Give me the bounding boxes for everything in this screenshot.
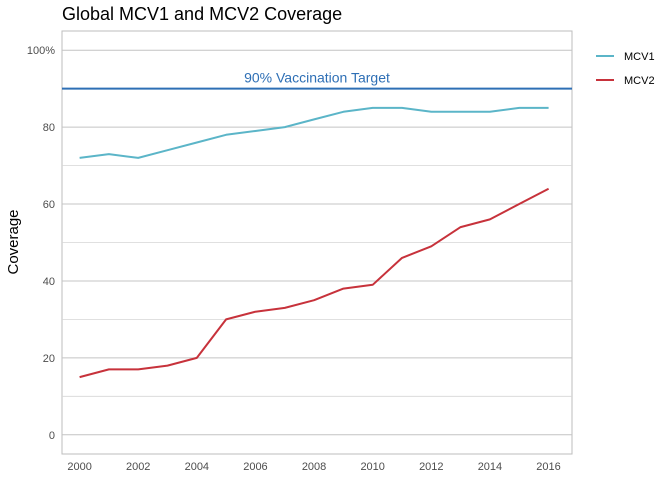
y-tick-label: 100%: [27, 45, 55, 57]
legend: MCV1 MCV2: [596, 51, 655, 87]
series-line-mcv1: [79, 106, 549, 159]
x-tick-label: 2006: [243, 461, 267, 473]
chart-title: Global MCV1 and MCV2 Coverage: [62, 4, 343, 24]
x-tick-label: 2002: [126, 461, 150, 473]
x-tick-label: 2016: [536, 461, 560, 473]
y-tick-label: 0: [49, 430, 55, 442]
x-tick-label: 2000: [67, 461, 91, 473]
x-tick-label: 2008: [302, 461, 326, 473]
y-tick-label: 40: [43, 276, 55, 288]
x-axis-ticks: 2000 2002 2004 2006 2008 2010 2012 2014 2016: [67, 461, 560, 473]
x-tick-label: 2014: [478, 461, 502, 473]
reference-line-group: 90% Vaccination Target: [62, 70, 572, 90]
legend-label-mcv1: MCV1: [624, 51, 655, 63]
x-tick-label: 2010: [360, 461, 384, 473]
y-tick-label: 60: [43, 199, 55, 211]
y-axis-ticks: 0 20 40 60 80 100%: [27, 45, 55, 442]
y-tick-label: 80: [43, 122, 55, 134]
grid-lines: [62, 49, 572, 436]
target-reference-label: 90% Vaccination Target: [244, 70, 390, 86]
x-tick-label: 2004: [185, 461, 209, 473]
y-axis-label: Coverage: [5, 209, 22, 274]
x-tick-label: 2012: [419, 461, 443, 473]
y-tick-label: 20: [43, 353, 55, 365]
series-line-mcv2: [79, 187, 550, 379]
legend-label-mcv2: MCV2: [624, 75, 655, 87]
series-lines: [79, 106, 550, 379]
